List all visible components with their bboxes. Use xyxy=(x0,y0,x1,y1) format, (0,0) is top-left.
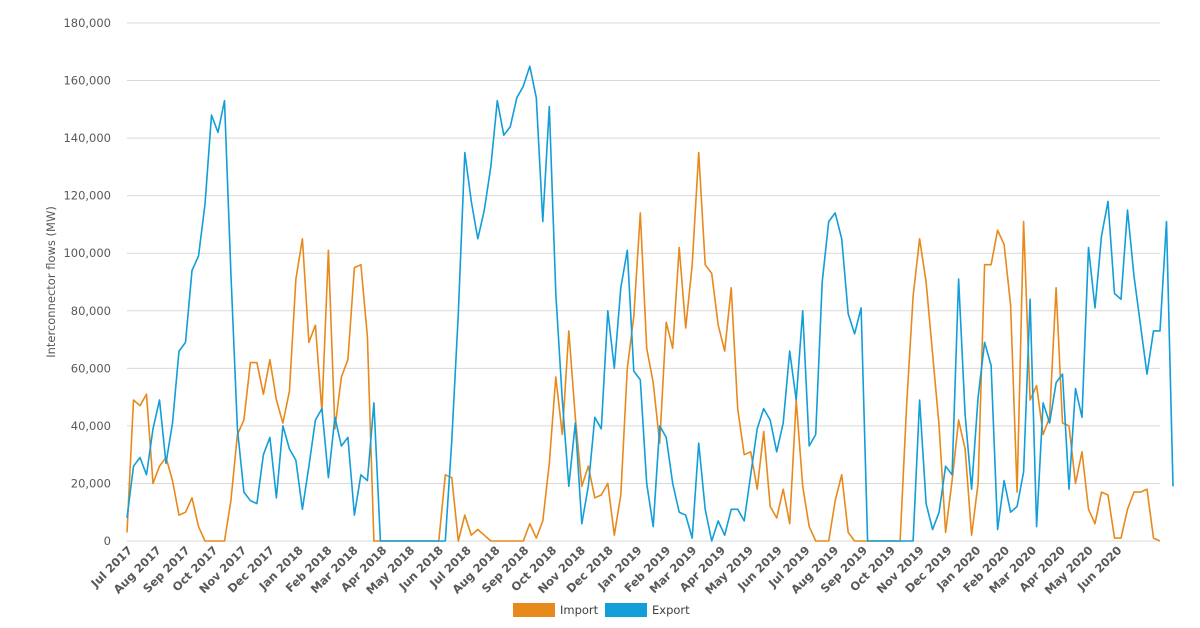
y-tick-label: 140,000 xyxy=(63,131,111,145)
series-line-export[interactable] xyxy=(126,65,1174,542)
y-tick-label: 40,000 xyxy=(71,419,111,433)
y-tick-label: 180,000 xyxy=(63,16,111,30)
y-tick-label: 0 xyxy=(104,534,111,548)
series-lines xyxy=(126,65,1174,542)
y-tick-label: 100,000 xyxy=(63,246,111,260)
y-tick-label: 120,000 xyxy=(63,189,111,203)
y-tick-label: 160,000 xyxy=(63,74,111,88)
series-line-import[interactable] xyxy=(126,151,1161,542)
legend: Import Export xyxy=(513,603,690,617)
y-tick-label: 20,000 xyxy=(71,476,111,490)
y-tick-label: 80,000 xyxy=(71,304,111,318)
legend-label-export[interactable]: Export xyxy=(652,603,690,617)
legend-swatch-import[interactable] xyxy=(513,603,555,617)
y-axis-ticks: 0 20,000 40,000 60,000 80,000 100,000 120,000 1… xyxy=(63,16,111,548)
y-tick-label: 60,000 xyxy=(71,361,111,375)
y-axis-title: Interconnector flows (MW) xyxy=(44,206,58,358)
legend-swatch-export[interactable] xyxy=(605,603,647,617)
legend-label-import[interactable]: Import xyxy=(560,603,599,617)
